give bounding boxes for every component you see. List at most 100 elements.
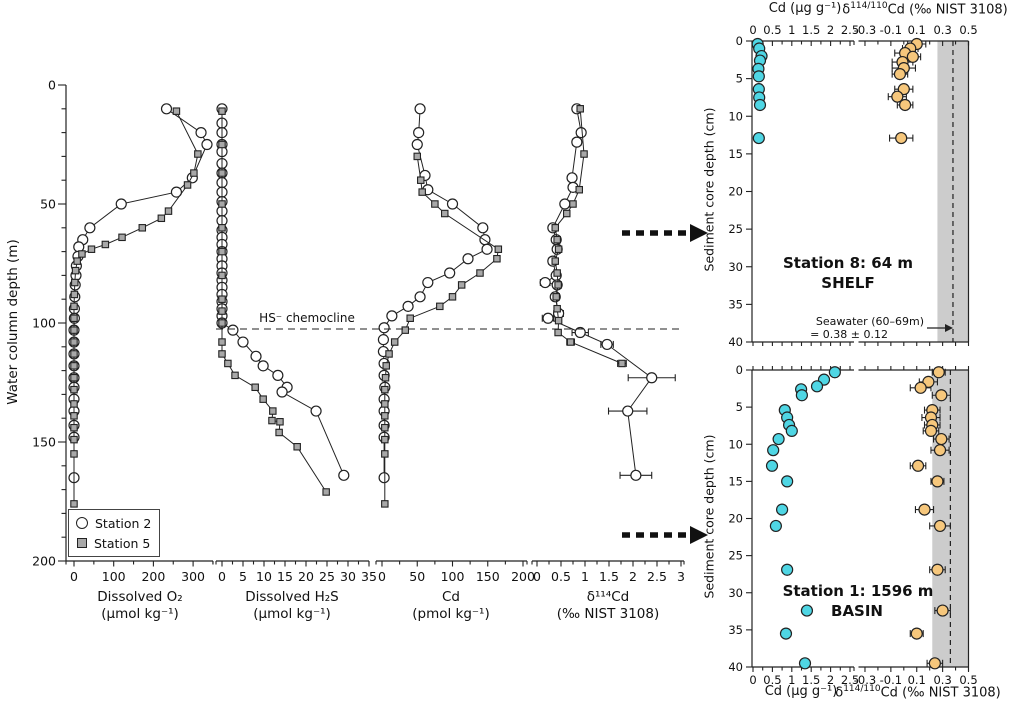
legend-item-station-2: Station 2: [76, 513, 151, 533]
svg-text:0: 0: [533, 569, 541, 584]
svg-text:5: 5: [736, 400, 743, 414]
legend-label-station-5: Station 5: [94, 535, 151, 551]
svg-text:15: 15: [728, 474, 743, 488]
legend-label-station-2: Station 2: [95, 515, 152, 531]
basin-environment-label: BASIN: [831, 602, 883, 620]
svg-text:200: 200: [32, 554, 56, 569]
svg-text:2.5: 2.5: [841, 23, 859, 37]
svg-text:10: 10: [728, 437, 743, 451]
legend-item-station-5: Station 5: [76, 533, 151, 553]
svg-text:100: 100: [32, 316, 56, 331]
svg-text:0.5: 0.5: [959, 23, 977, 37]
svg-text:150: 150: [32, 435, 56, 450]
basin-core-panel: 0 5 10 15 20 25 30 35 40 0 0.5 1 1.5 2 2.5-0.3 -0.1 0.1 0…: [728, 363, 977, 687]
shelf-station-title: Station 8: 64 m: [783, 254, 913, 272]
series-station-2-water-d114cd: [539, 103, 676, 481]
svg-text:2.5: 2.5: [841, 673, 859, 687]
series-station-2-water-cd: [377, 103, 493, 484]
svg-text:10: 10: [256, 569, 272, 584]
basin-station-title: Station 1: 1596 m: [782, 582, 934, 600]
shelf-cd-axis-title: Cd (µg g⁻¹): [768, 1, 842, 16]
shelf-core-iso-points: [887, 37, 927, 145]
svg-text:2: 2: [827, 23, 834, 37]
o2-axis-unit: (µmol kg⁻¹): [101, 606, 179, 622]
dashed-arrow-to-basin-icon: [622, 526, 708, 544]
svg-text:200: 200: [511, 569, 535, 584]
series-station-5-water-h2s: [218, 107, 330, 496]
svg-text:2: 2: [629, 569, 637, 584]
svg-text:0.1: 0.1: [908, 673, 926, 687]
svg-text:1.5: 1.5: [802, 673, 820, 687]
h2s-axis-title: Dissolved H₂S: [245, 589, 339, 605]
basin-depth-axis-label: Sediment core depth (cm): [701, 434, 717, 599]
svg-text:-0.3: -0.3: [854, 673, 876, 687]
svg-text:-0.1: -0.1: [880, 673, 902, 687]
svg-text:15: 15: [728, 147, 743, 161]
panel-water-d114cd: 0 0.5 1 1.5 2 2.5 3: [531, 103, 685, 584]
svg-text:1: 1: [788, 23, 795, 37]
svg-text:2: 2: [827, 673, 834, 687]
svg-text:0.5: 0.5: [959, 673, 977, 687]
svg-text:40: 40: [728, 335, 743, 349]
shelf-environment-label: SHELF: [821, 274, 875, 292]
dashed-arrow-to-shelf-icon: [622, 224, 708, 242]
svg-text:0.3: 0.3: [933, 673, 951, 687]
svg-text:0: 0: [749, 23, 756, 37]
svg-text:-0.1: -0.1: [880, 23, 902, 37]
svg-text:35: 35: [728, 297, 743, 311]
shelf-iso-axis-title: δ114/110Cd (‰ NIST 3108): [842, 1, 1008, 18]
svg-text:20: 20: [298, 569, 314, 584]
svg-text:0: 0: [48, 78, 56, 93]
svg-text:1.5: 1.5: [802, 23, 820, 37]
svg-text:1.5: 1.5: [599, 569, 619, 584]
svg-text:0: 0: [218, 569, 226, 584]
svg-text:150: 150: [476, 569, 500, 584]
station-2-marker-icon: [76, 517, 88, 529]
svg-text:30: 30: [728, 260, 743, 274]
svg-text:35: 35: [361, 569, 377, 584]
svg-text:20: 20: [728, 512, 743, 526]
svg-text:50: 50: [40, 197, 56, 212]
svg-text:2.5: 2.5: [647, 569, 667, 584]
shelf-core-panel: 0 5 10 15 20 25 30 35 40 0 0.5 1 1.5 2 2.5-0.3 -0.1 0.1 0…: [728, 23, 977, 349]
basin-cd-axis-title: Cd (µg g⁻¹): [764, 684, 838, 699]
d114cd-axis-unit: (‰ NIST 3108): [556, 606, 660, 622]
svg-text:5: 5: [736, 72, 743, 86]
basin-core-cd-points: [765, 366, 841, 670]
series-station-5-water-o2: [70, 107, 202, 508]
svg-text:35: 35: [728, 623, 743, 637]
svg-text:0.3: 0.3: [933, 23, 951, 37]
svg-text:300: 300: [181, 569, 205, 584]
basin-core-iso-points: [909, 366, 951, 670]
svg-text:200: 200: [141, 569, 165, 584]
series-station-2-water-o2: [68, 103, 213, 484]
svg-text:-0.3: -0.3: [854, 23, 876, 37]
shelf-depth-axis-label: Sediment core depth (cm): [701, 107, 717, 272]
svg-text:25: 25: [728, 222, 743, 236]
svg-text:1: 1: [581, 569, 589, 584]
d114cd-axis-title: δ¹¹⁴Cd: [586, 589, 630, 605]
shelf-core-cd-points: [751, 37, 768, 145]
svg-text:5: 5: [239, 569, 247, 584]
svg-text:50: 50: [409, 569, 425, 584]
series-station-5-water-d114cd: [551, 105, 627, 368]
svg-text:0: 0: [736, 34, 743, 48]
svg-text:3: 3: [677, 569, 685, 584]
svg-text:40: 40: [728, 660, 743, 674]
svg-text:1: 1: [788, 673, 795, 687]
o2-axis-title: Dissolved O₂: [97, 589, 183, 605]
svg-text:0: 0: [378, 569, 386, 584]
cd-axis-title: Cd: [442, 589, 460, 605]
svg-text:0: 0: [736, 363, 743, 377]
svg-text:0.1: 0.1: [908, 23, 926, 37]
svg-text:30: 30: [728, 586, 743, 600]
svg-text:100: 100: [441, 569, 465, 584]
seawater-annotation-line2: = 0.38 ± 0.12: [810, 328, 888, 341]
chemocline-label: HS⁻ chemocline: [259, 311, 355, 325]
svg-text:25: 25: [728, 549, 743, 563]
series-station-5-water-cd: [381, 152, 503, 508]
svg-text:15: 15: [277, 569, 293, 584]
